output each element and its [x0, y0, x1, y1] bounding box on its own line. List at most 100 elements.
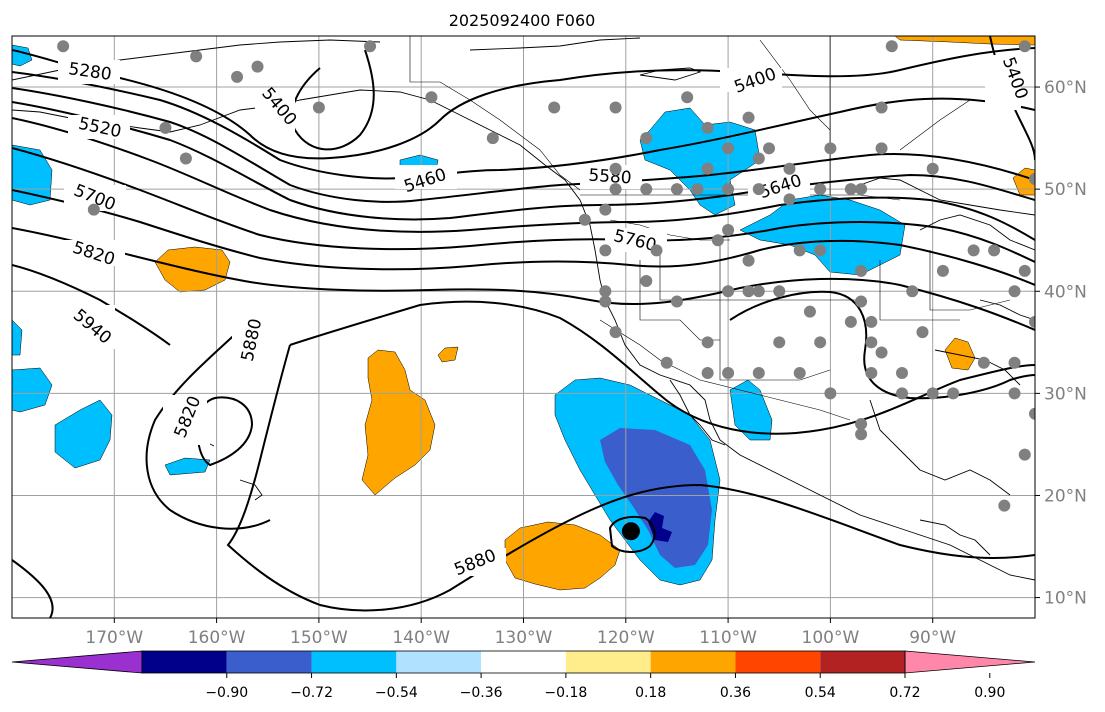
- station-dot-icon: [701, 336, 714, 349]
- colorbar-segment: [650, 651, 736, 673]
- colorbar-segment: [481, 651, 566, 673]
- station-dot-icon: [855, 428, 868, 441]
- station-dot-icon: [896, 387, 909, 400]
- station-dot-icon: [936, 264, 949, 277]
- station-dot-icon: [926, 162, 939, 175]
- station-dot-icon: [548, 101, 561, 114]
- station-dot-icon: [364, 40, 377, 53]
- station-dot-icon: [722, 142, 735, 155]
- colorbar-tick-label: −0.18: [544, 685, 587, 701]
- station-dot-icon: [609, 183, 622, 196]
- station-dot-icon: [599, 244, 612, 257]
- station-dot-icon: [1008, 356, 1021, 369]
- positive-anomaly-region: [894, 36, 1035, 46]
- station-dot-icon: [159, 121, 172, 134]
- colorbar-segment: [311, 651, 397, 673]
- station-dot-icon: [752, 285, 765, 298]
- colorbar-tick-label: −0.90: [205, 685, 248, 701]
- lon-label: 90°W: [909, 628, 956, 648]
- positive-anomaly-region: [437, 346, 459, 363]
- strong-negative-anomaly-region: [600, 428, 712, 568]
- station-dot-icon: [599, 295, 612, 308]
- station-dot-icon: [814, 336, 827, 349]
- station-dot-icon: [783, 162, 796, 175]
- lat-label: 10°N: [1044, 589, 1087, 609]
- station-dot-icon: [1008, 387, 1021, 400]
- station-dot-icon: [722, 366, 735, 379]
- lat-label: 50°N: [1044, 180, 1087, 200]
- station-dot-icon: [783, 193, 796, 206]
- station-dot-icon: [752, 366, 765, 379]
- station-dot-icon: [670, 183, 683, 196]
- station-dot-icon: [773, 285, 786, 298]
- station-dot-icon: [1018, 448, 1031, 461]
- station-dot-icon: [701, 121, 714, 134]
- station-dot-icon: [691, 183, 704, 196]
- colorbar: −0.90 −0.72 −0.54 −0.36 −0.18 0.18 0.36 0.54 0.7…: [11, 650, 1036, 701]
- contour-label: 5580: [588, 166, 633, 189]
- positive-anomaly-region: [361, 349, 436, 496]
- station-dot-icon: [865, 336, 878, 349]
- station-dot-icon: [251, 60, 264, 73]
- negative-anomaly-region: [164, 457, 211, 476]
- colorbar-tick-label: 0.72: [889, 685, 920, 701]
- negative-anomaly-region: [729, 379, 773, 441]
- colorbar-tick-label: 0.36: [720, 685, 751, 701]
- station-dot-icon: [988, 244, 1001, 257]
- lat-label: 20°N: [1044, 486, 1087, 506]
- station-dot-icon: [824, 142, 837, 155]
- lon-label: 120°W: [597, 628, 655, 648]
- station-dot-icon: [855, 418, 868, 430]
- station-dot-icon: [926, 387, 939, 400]
- station-dot-icon: [855, 295, 868, 308]
- station-dot-icon: [650, 244, 663, 257]
- station-dot-icon: [977, 356, 990, 369]
- station-dot-icon: [722, 285, 735, 298]
- station-dot-icon: [578, 213, 591, 226]
- station-dot-icon: [906, 285, 919, 298]
- lat-label: 60°N: [1044, 78, 1087, 98]
- station-dot-icon: [87, 203, 100, 216]
- station-dot-icon: [947, 387, 960, 400]
- station-dot-icon: [1018, 40, 1031, 53]
- station-dot-icon: [793, 244, 806, 257]
- colorbar-frame: [141, 650, 906, 674]
- lon-label: 150°W: [290, 628, 348, 648]
- station-dot-icon: [742, 254, 755, 267]
- map-area: 5280 5400 5400 5400 5460 5520 5580 5640 …: [12, 36, 1035, 618]
- station-dot-icon: [814, 183, 827, 196]
- map-title: 2025092400 F060: [449, 11, 596, 30]
- colorbar-segment: [142, 651, 227, 673]
- station-dot-icon: [793, 366, 806, 379]
- colorbar-tick-label: −0.54: [375, 685, 418, 701]
- station-dot-icon: [773, 336, 786, 349]
- station-dot-icon: [875, 346, 888, 359]
- station-dot-icon: [231, 70, 244, 83]
- colorbar-segment: [735, 651, 821, 673]
- negative-anomaly-region: [12, 144, 53, 206]
- colorbar-tick-label: −0.36: [460, 685, 503, 701]
- station-dot-icon: [752, 152, 765, 165]
- negative-anomaly-region: [12, 367, 53, 413]
- negative-anomaly-region: [54, 399, 113, 469]
- station-dot-icon: [701, 162, 714, 175]
- station-dot-icon: [967, 244, 980, 257]
- station-dot-icon: [640, 183, 653, 196]
- lon-label: 160°W: [188, 628, 246, 648]
- station-dot-icon: [916, 326, 929, 339]
- colorbar-extend-high: [904, 650, 1036, 674]
- station-dot-icon: [885, 40, 898, 53]
- station-dot-icon: [670, 295, 683, 308]
- station-dot-icon: [660, 356, 673, 369]
- station-dot-icon: [609, 326, 622, 339]
- station-dot-icon: [855, 264, 868, 277]
- colorbar-segment: [226, 651, 312, 673]
- lat-label: 30°N: [1044, 384, 1087, 404]
- station-dot-icon: [865, 315, 878, 328]
- station-dot-icon: [190, 50, 203, 63]
- station-dot-icon: [844, 183, 857, 196]
- negative-anomaly-region: [12, 319, 23, 356]
- station-dot-icon: [599, 285, 612, 298]
- station-dot-icon: [1029, 407, 1035, 420]
